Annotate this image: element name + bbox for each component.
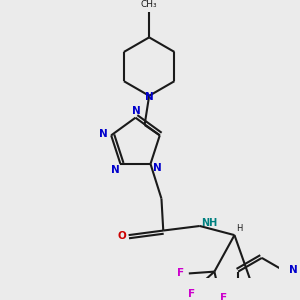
Text: F: F: [188, 290, 195, 299]
Text: N: N: [99, 128, 107, 139]
Text: N: N: [290, 265, 298, 275]
Text: F: F: [220, 293, 227, 300]
Text: N: N: [153, 164, 162, 173]
Text: F: F: [177, 268, 184, 278]
Text: O: O: [118, 231, 127, 241]
Text: H: H: [236, 224, 242, 233]
Text: N: N: [132, 106, 141, 116]
Text: N: N: [145, 92, 154, 102]
Text: N: N: [111, 165, 119, 175]
Text: NH: NH: [201, 218, 217, 228]
Text: CH₃: CH₃: [141, 0, 158, 9]
